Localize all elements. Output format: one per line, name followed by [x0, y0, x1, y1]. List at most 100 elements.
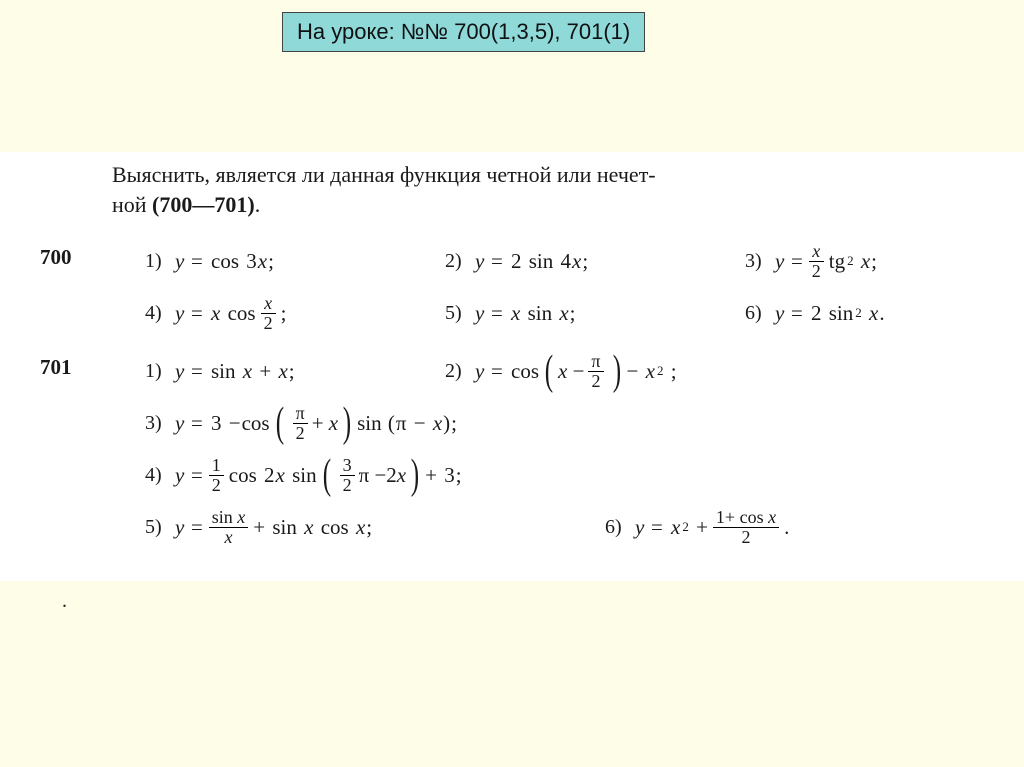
expr-700-2: y = 2 sin 4x;: [475, 249, 588, 274]
rparen: ): [411, 461, 419, 490]
problem-701-items: 1) y = sin x + x; 2) y = cos: [145, 347, 1024, 555]
item-701-2: 2) y = cos ( x − π: [445, 352, 1024, 391]
y-eq: y =: [635, 515, 664, 540]
period: .: [879, 301, 884, 326]
textbook-page: Выяснить, является ли данная функция чет…: [0, 152, 1024, 581]
problem-number-700: 700: [0, 237, 145, 270]
one: 1: [209, 456, 224, 475]
tg: tg: [829, 249, 845, 274]
problem-number-701: 701: [0, 347, 145, 380]
semi: ;: [451, 411, 457, 436]
item-700-5: 5) y = x sin x;: [445, 301, 745, 326]
item-701-4: 4) y = 1 2 cos 2x sin (: [145, 456, 1024, 495]
x: x: [261, 294, 275, 313]
sin: sin: [211, 359, 236, 384]
plus: +: [253, 515, 265, 540]
x: x: [861, 249, 870, 274]
item-701-1: 1) y = sin x + x;: [145, 359, 445, 384]
semi: ;: [281, 301, 287, 326]
minus: −: [573, 359, 585, 384]
item-701-5: 5) y = sin x x + sin x cos x;: [145, 508, 605, 547]
idx: 3): [745, 250, 775, 273]
pi: π: [293, 404, 308, 423]
item-700-6: 6) y = 2 sin2 x.: [745, 301, 1024, 326]
plus: +: [259, 359, 271, 384]
idx: 2): [445, 250, 475, 273]
frac-pi-2: π 2: [293, 404, 308, 443]
idx: 2): [445, 360, 475, 383]
y-eq: y =: [175, 301, 204, 326]
cos: cos: [211, 249, 239, 274]
semi: ;: [268, 249, 274, 274]
three: 3: [444, 463, 455, 488]
sin: sin: [272, 515, 297, 540]
plus: +: [425, 463, 437, 488]
item-700-2: 2) y = 2 sin 4x;: [445, 249, 745, 274]
item-701-6: 6) y = x2 + 1+ cos x 2 .: [605, 508, 1024, 547]
sq: 2: [657, 363, 664, 379]
x: x: [276, 463, 285, 488]
frac-1cos-2: 1+ cos x 2: [713, 508, 779, 547]
y-eq: y =: [175, 515, 204, 540]
problem-701: 701 1) y = sin x + x; 2) y =: [0, 347, 1024, 555]
row-700-a: 1) y = cos 3x; 2) y = 2 sin 4x;: [145, 237, 1024, 285]
sq: 2: [682, 519, 689, 535]
y-eq: y =: [775, 301, 804, 326]
one: 1: [716, 507, 725, 527]
minus: −: [414, 411, 426, 436]
x: x: [559, 301, 568, 326]
four: 4: [561, 249, 572, 274]
x: x: [433, 411, 442, 436]
two: 2: [340, 476, 355, 495]
sin: sin: [357, 411, 382, 436]
instruction: Выяснить, является ли данная функция чет…: [112, 160, 964, 219]
instruction-end: .: [255, 192, 261, 217]
two: 2: [811, 301, 822, 326]
row-700-b: 4) y = x cos x 2 ; 5): [145, 289, 1024, 337]
plus: +: [696, 515, 708, 540]
idx: 6): [605, 516, 635, 539]
y-eq: y =: [475, 301, 504, 326]
idx: 1): [145, 250, 175, 273]
inner: x − π 2: [556, 352, 610, 391]
expr-700-5: y = x sin x;: [475, 301, 576, 326]
item-701-3: 3) y = 3 − cos ( π 2: [145, 404, 1024, 443]
expr-700-1: y = cos 3x;: [175, 249, 274, 274]
instruction-line2a: ной: [112, 192, 152, 217]
period: .: [784, 515, 789, 540]
two: 2: [209, 476, 224, 495]
semi: ;: [366, 515, 372, 540]
idx: 5): [445, 302, 475, 325]
semi: ;: [289, 359, 295, 384]
sq: 2: [847, 253, 854, 269]
cos: cos: [242, 411, 270, 436]
y-eq: y =: [475, 359, 504, 384]
three: 3: [246, 249, 257, 274]
idx: 1): [145, 360, 175, 383]
minus: −: [627, 359, 639, 384]
sin: sin: [829, 301, 854, 326]
rparen: ): [612, 357, 620, 386]
expr-700-3: y = x 2 tg2 x;: [775, 242, 877, 281]
two: 2: [739, 528, 754, 547]
sin: sin: [529, 249, 554, 274]
x: x: [258, 249, 267, 274]
pi: π: [396, 411, 407, 436]
pi: π: [359, 463, 370, 488]
lesson-banner: На уроке: №№ 700(1,3,5), 701(1): [282, 12, 645, 52]
lparen: (: [322, 461, 330, 490]
semi: ;: [582, 249, 588, 274]
two: 2: [293, 424, 308, 443]
row-701-d: 5) y = sin x x + sin x cos x;: [145, 503, 1024, 551]
cos: cos: [321, 515, 349, 540]
two: 2: [809, 262, 824, 281]
y-eq: y =: [175, 249, 204, 274]
semi: ;: [570, 301, 576, 326]
inner: π 2 + x: [287, 404, 341, 443]
x: x: [304, 515, 313, 540]
semi: ;: [456, 463, 462, 488]
lparen: (: [275, 409, 283, 438]
expr-701-4: y = 1 2 cos 2x sin (: [175, 456, 462, 495]
sq: 2: [855, 305, 862, 321]
semi: ;: [871, 249, 877, 274]
